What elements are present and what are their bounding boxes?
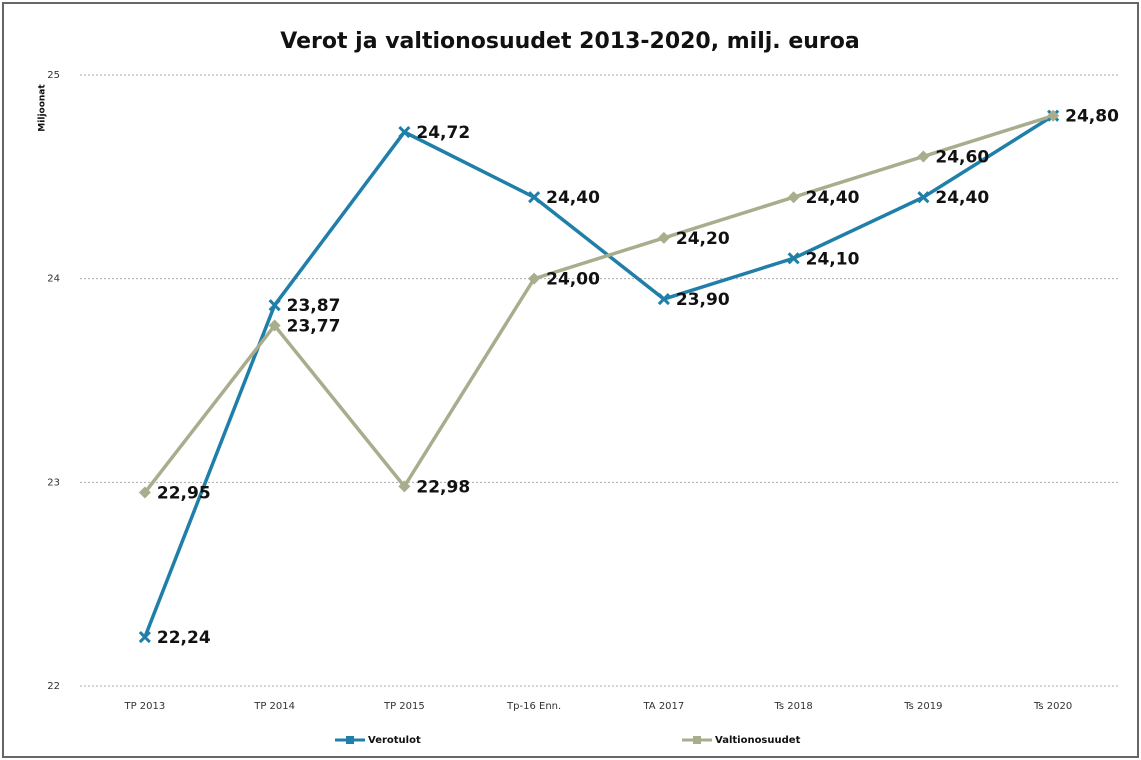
point-marker [528, 191, 541, 204]
point-marker [268, 319, 281, 332]
point-marker [398, 480, 411, 493]
point-marker [917, 191, 930, 204]
series-line [143, 114, 1054, 494]
point-marker [657, 231, 670, 244]
point-marker [398, 125, 411, 139]
legend-marker [693, 736, 701, 744]
legend-label: Verotulot [368, 735, 421, 746]
y-tick-label: 25 [47, 70, 60, 81]
data-label: 24,60 [935, 147, 989, 167]
data-label: 22,95 [157, 484, 211, 504]
point-marker [917, 150, 930, 163]
point-marker [657, 292, 670, 306]
legend-marker [346, 736, 354, 744]
y-axis-label: Miljoonat [38, 84, 48, 132]
data-label: 22,24 [157, 628, 211, 648]
point-marker [1047, 109, 1060, 122]
y-tick-label: 24 [47, 274, 60, 285]
data-label: 23,77 [287, 317, 341, 337]
point-marker [268, 299, 281, 312]
x-tick-label: Ts 2020 [1033, 701, 1072, 712]
chart-title: Verot ja valtionosuudet 2013-2020, milj.… [280, 29, 859, 54]
x-tick-label: TP 2014 [253, 701, 295, 712]
data-label: 24,80 [1065, 107, 1119, 127]
data-label: 24,10 [806, 249, 860, 269]
data-label: 22,98 [416, 477, 470, 497]
legend-label: Valtionosuudet [715, 735, 801, 746]
x-tick-label: TA 2017 [642, 701, 684, 712]
x-tick-label: Ts 2018 [773, 701, 812, 712]
y-tick-label: 23 [47, 477, 60, 488]
point-marker [138, 631, 151, 644]
x-tick-label: Ts 2019 [903, 701, 942, 712]
point-marker [787, 252, 800, 265]
data-label: 24,40 [546, 188, 600, 208]
x-tick-label: TP 2013 [123, 701, 165, 712]
point-marker [138, 486, 151, 499]
data-label: 24,00 [546, 270, 600, 290]
point-marker [787, 191, 800, 204]
data-label: 24,20 [676, 229, 730, 249]
series-line [143, 114, 1055, 638]
x-tick-label: Tp-16 Enn. [506, 701, 561, 712]
data-label: 24,72 [416, 123, 470, 143]
data-label: 24,40 [935, 188, 989, 208]
x-tick-label: TP 2015 [383, 701, 425, 712]
y-tick-label: 22 [47, 681, 60, 692]
data-label: 23,87 [287, 296, 341, 316]
point-marker [528, 272, 541, 285]
data-label: 24,40 [806, 188, 860, 208]
data-label: 23,90 [676, 290, 730, 310]
